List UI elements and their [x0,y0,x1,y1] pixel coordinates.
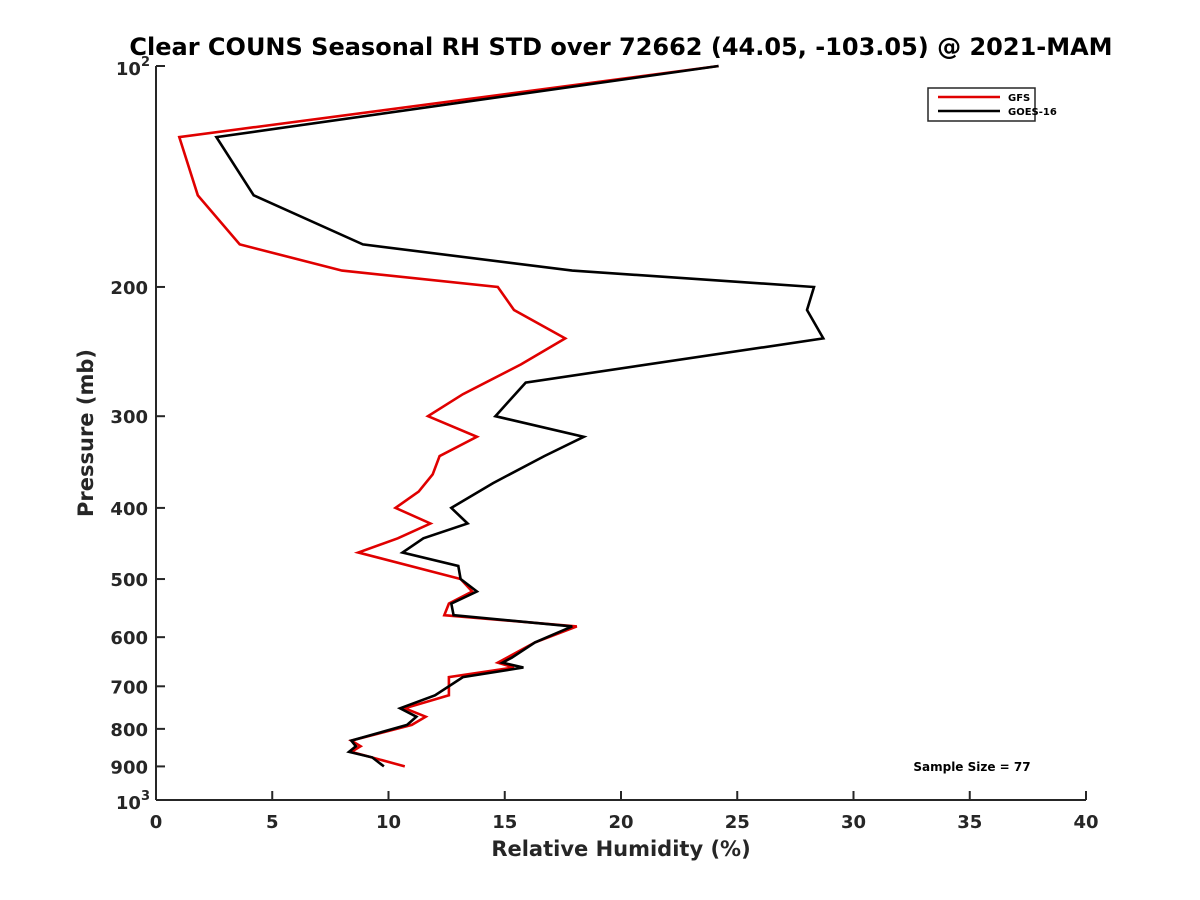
x-tick-label: 20 [608,812,633,833]
sample-size-annotation: Sample Size = 77 [913,760,1030,774]
legend-label: GFS [1008,93,1030,104]
y-axis-label: Pressure (mb) [74,349,98,517]
x-tick-label: 15 [492,812,517,833]
x-tick-label: 0 [150,812,163,833]
y-tick-label: 200 [110,278,148,299]
axes-group: 0 5 10 15 20 25 30 35 40 102 200 300 400 500 600 700 800… [110,55,1098,833]
y-tick-label: 500 [110,570,148,591]
plot-series-group [177,64,826,768]
x-tick-label: 5 [266,812,279,833]
x-tick-label: 10 [376,812,401,833]
x-tick-label: 35 [957,812,982,833]
y-tick-label: 300 [110,407,148,428]
legend-label: GOES-16 [1008,107,1057,118]
x-tick-label: 25 [725,812,750,833]
y-tick-label: 600 [110,628,148,649]
x-tick-label: 40 [1073,812,1098,833]
x-tick-label: 30 [841,812,866,833]
y-tick-label: 800 [110,720,148,741]
legend: GFS GOES-16 [927,87,1057,122]
series-line-gfs [177,64,719,768]
y-tick-label: 700 [110,677,148,698]
series-line-goes-16 [214,64,826,768]
chart-title: Clear COUNS Seasonal RH STD over 72662 (… [129,33,1112,61]
y-tick-label: 103 [116,789,150,814]
legend-box [927,87,1036,122]
x-axis-label: Relative Humidity (%) [491,837,750,861]
y-tick-label: 102 [116,55,150,80]
y-tick-label: 400 [110,499,148,520]
y-tick-label: 900 [110,757,148,778]
